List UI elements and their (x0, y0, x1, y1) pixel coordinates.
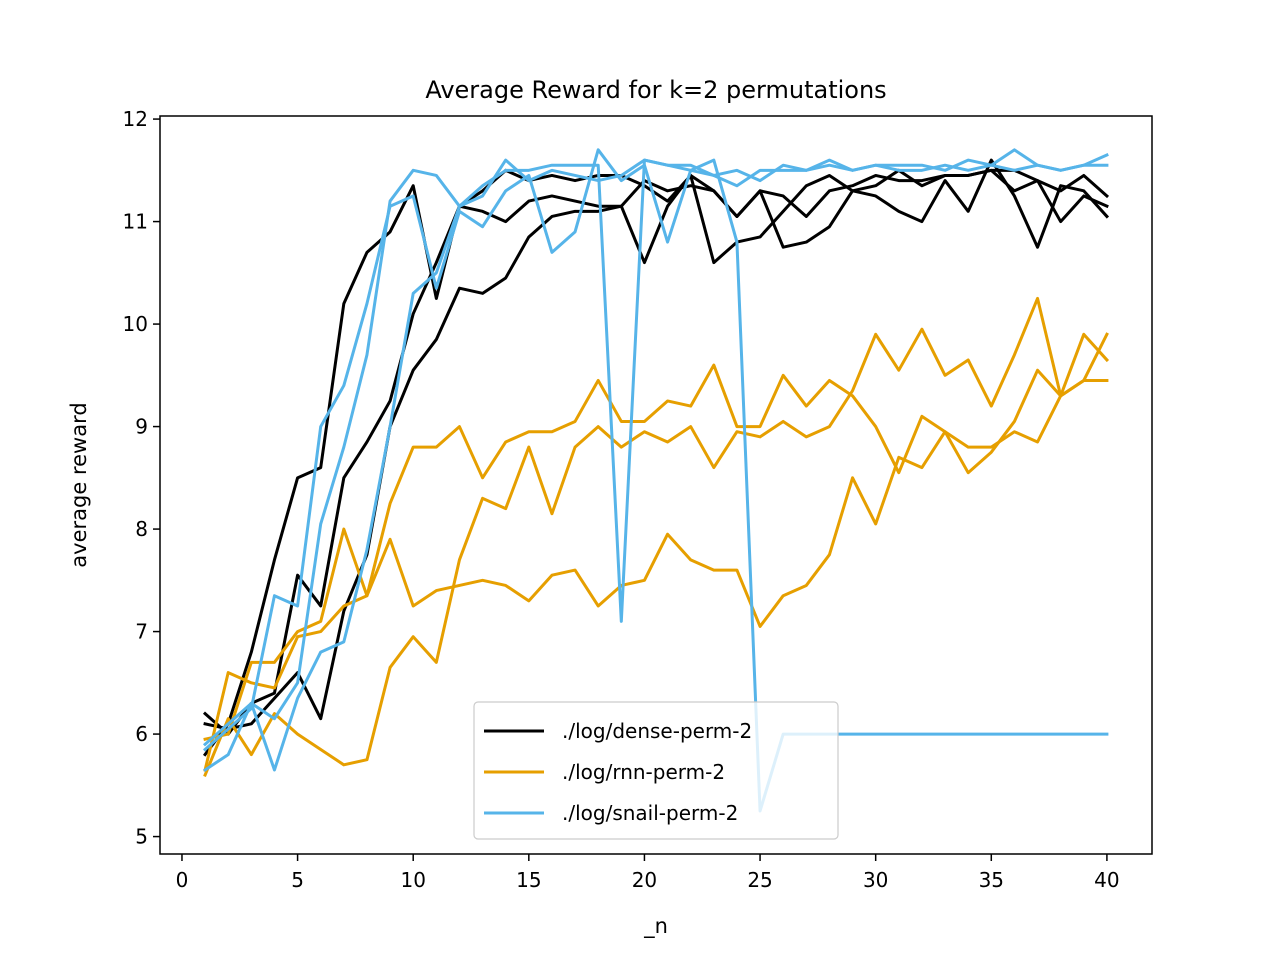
legend-label-snail: ./log/snail-perm-2 (562, 801, 738, 825)
y-axis: 5 6 7 8 9 10 11 12 (123, 107, 160, 849)
legend-box (473, 701, 839, 840)
x-tick-label: 5 (291, 868, 304, 892)
y-tick-label: 5 (135, 825, 148, 849)
x-tick-label: 15 (516, 868, 541, 892)
x-axis: 0 5 10 15 20 25 30 35 40 (176, 854, 1120, 892)
chart-title: Average Reward for k=2 permutations (425, 76, 886, 104)
x-tick-label: 30 (863, 868, 888, 892)
y-tick-label: 11 (123, 210, 148, 234)
y-tick-label: 12 (123, 107, 148, 131)
y-axis-label: average reward (67, 402, 91, 567)
x-tick-label: 35 (979, 868, 1004, 892)
series-line-rnn-2 (203, 368, 1109, 741)
series-line-snail-2 (202, 148, 1109, 813)
y-tick-label: 10 (123, 312, 148, 336)
legend-label-dense: ./log/dense-perm-2 (562, 719, 752, 743)
x-tick-label: 10 (400, 868, 425, 892)
y-tick-label: 8 (135, 517, 148, 541)
y-tick-label: 6 (135, 722, 148, 746)
x-tick-label: 0 (176, 868, 189, 892)
series-line-dense-3 (203, 168, 1109, 731)
x-tick-label: 20 (632, 868, 657, 892)
x-axis-label: _n (643, 914, 668, 939)
y-tick-label: 7 (135, 620, 148, 644)
plot-frame (159, 115, 1153, 855)
series-line-rnn-3 (203, 296, 1109, 778)
legend-label-rnn: ./log/rnn-perm-2 (562, 760, 725, 784)
legend: ./log/dense-perm-2 ./log/rnn-perm-2 ./log/… (473, 701, 839, 840)
plot-area (159, 115, 1153, 855)
series-line-snail-3 (203, 148, 1109, 773)
series-line-dense-2 (202, 158, 1110, 736)
x-tick-label: 40 (1094, 868, 1119, 892)
x-tick-label: 25 (747, 868, 772, 892)
y-tick-label: 9 (135, 415, 148, 439)
series-lines (202, 148, 1110, 813)
